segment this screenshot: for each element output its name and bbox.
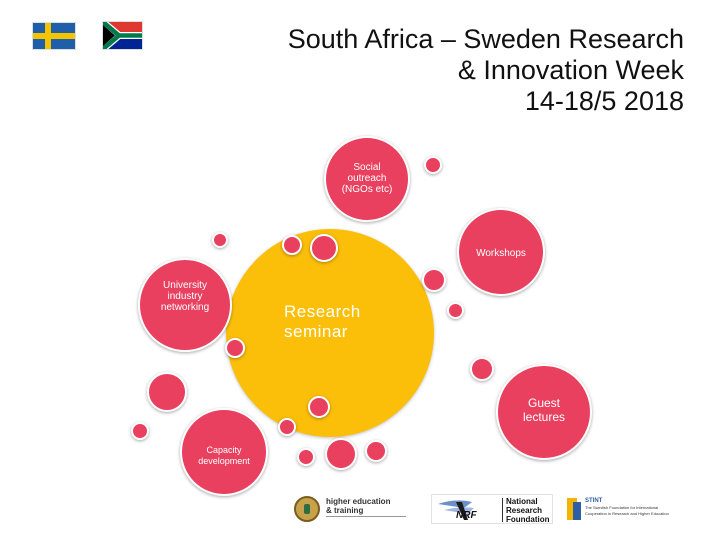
small-circle bbox=[212, 232, 228, 248]
stint-logo: STINT The Swedish Foundation for Interna… bbox=[563, 494, 685, 524]
stint-line-1: The Swedish Foundation for International bbox=[585, 505, 659, 510]
dhet-line-2: & training bbox=[326, 506, 364, 515]
stint-mark-icon bbox=[567, 498, 577, 520]
small-circle bbox=[278, 418, 296, 436]
workshops-label: Workshops bbox=[476, 248, 526, 259]
small-circle bbox=[447, 302, 464, 319]
dhet-logo: higher education & training bbox=[290, 494, 418, 524]
small-circle bbox=[424, 156, 442, 174]
workshops-circle bbox=[457, 208, 545, 296]
nrf-divider bbox=[502, 498, 503, 522]
small-circle bbox=[282, 235, 302, 255]
title-line-1: South Africa – Sweden Research bbox=[287, 24, 684, 54]
small-circle bbox=[131, 422, 149, 440]
research-seminar-circle bbox=[226, 229, 434, 437]
sweden-flag bbox=[32, 22, 76, 50]
small-circle bbox=[225, 338, 245, 358]
capacity-line-2: development bbox=[198, 456, 250, 466]
guest-lectures-label: Guest lectures bbox=[496, 396, 592, 424]
coat-of-arms-icon bbox=[294, 496, 320, 522]
stint-mark-icon-2 bbox=[573, 502, 581, 520]
capacity-development-label: Capacity development bbox=[180, 445, 268, 467]
guest-lectures-line-2: lectures bbox=[522, 410, 566, 424]
university-networking-label: University industry networking bbox=[138, 280, 232, 313]
small-circle bbox=[297, 448, 315, 466]
small-circle bbox=[422, 268, 446, 292]
nrf-line-2: Research bbox=[506, 506, 543, 515]
south-africa-flag bbox=[102, 21, 143, 50]
nrf-emblem-icon bbox=[438, 500, 474, 520]
small-circle bbox=[365, 440, 387, 462]
social-outreach-line-1: Social bbox=[353, 162, 381, 173]
university-line-3: networking bbox=[160, 302, 210, 313]
capacity-line-1: Capacity bbox=[206, 445, 242, 455]
small-circle bbox=[147, 372, 187, 412]
small-circle bbox=[310, 234, 338, 262]
university-line-1: University bbox=[163, 280, 207, 291]
dhet-divider bbox=[326, 516, 406, 517]
university-line-2: industry bbox=[167, 291, 203, 302]
nrf-line-1: National bbox=[506, 497, 538, 506]
south-africa-flag-graphic bbox=[103, 22, 142, 49]
nrf-logo: NRF National Research Foundation bbox=[431, 494, 553, 524]
stint-name: STINT bbox=[585, 498, 603, 504]
nrf-mark: NRF bbox=[456, 510, 477, 521]
social-outreach-label: Social outreach (NGOs etc) bbox=[324, 162, 410, 195]
nrf-line-3: Foundation bbox=[506, 515, 550, 524]
title-line-3: 14-18/5 2018 bbox=[524, 86, 684, 116]
small-circle bbox=[325, 438, 357, 470]
social-outreach-line-3: (NGOs etc) bbox=[341, 184, 393, 195]
social-outreach-line-2: outreach bbox=[347, 173, 387, 184]
small-circle bbox=[308, 396, 330, 418]
small-circle bbox=[470, 357, 494, 381]
guest-lectures-line-1: Guest bbox=[527, 396, 560, 410]
dhet-line-1: higher education bbox=[326, 497, 391, 506]
research-seminar-label: Research seminar bbox=[284, 302, 361, 341]
stint-line-2: Cooperation in Research and Higher Educa… bbox=[585, 511, 669, 516]
social-outreach-circle bbox=[324, 136, 410, 222]
university-networking-circle bbox=[138, 258, 232, 352]
capacity-development-circle bbox=[180, 408, 268, 496]
page-title: South Africa – Sweden Research & Innovat… bbox=[124, 24, 684, 117]
title-line-2: & Innovation Week bbox=[457, 55, 684, 85]
guest-lectures-circle bbox=[496, 364, 592, 460]
